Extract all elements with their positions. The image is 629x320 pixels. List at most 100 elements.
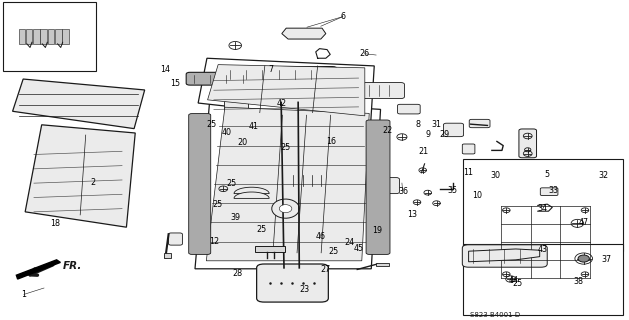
Polygon shape xyxy=(208,65,365,116)
Bar xyxy=(255,246,285,252)
FancyBboxPatch shape xyxy=(220,67,337,82)
Text: 25: 25 xyxy=(212,200,222,209)
Text: 11: 11 xyxy=(464,168,474,177)
Bar xyxy=(26,29,32,44)
Text: FR.: FR. xyxy=(63,260,82,271)
Ellipse shape xyxy=(578,255,589,262)
FancyBboxPatch shape xyxy=(225,96,248,111)
Polygon shape xyxy=(469,249,540,262)
Bar xyxy=(18,29,25,44)
Text: 6: 6 xyxy=(340,12,345,21)
FancyBboxPatch shape xyxy=(366,120,390,254)
Bar xyxy=(62,29,69,44)
Text: 30: 30 xyxy=(491,171,501,180)
Polygon shape xyxy=(195,99,381,269)
Polygon shape xyxy=(234,187,269,194)
Text: 43: 43 xyxy=(537,245,547,254)
Text: 1: 1 xyxy=(21,290,26,299)
Polygon shape xyxy=(234,192,269,198)
FancyBboxPatch shape xyxy=(398,104,420,114)
Text: 26: 26 xyxy=(360,49,370,58)
FancyBboxPatch shape xyxy=(339,74,355,84)
Text: 40: 40 xyxy=(221,128,231,137)
Text: 16: 16 xyxy=(326,137,336,146)
Text: 37: 37 xyxy=(601,255,611,264)
FancyBboxPatch shape xyxy=(309,80,328,92)
FancyBboxPatch shape xyxy=(169,233,182,245)
Text: 45: 45 xyxy=(353,244,364,253)
Text: 9: 9 xyxy=(426,130,431,139)
Bar xyxy=(3,2,96,71)
Text: 38: 38 xyxy=(574,277,584,286)
FancyBboxPatch shape xyxy=(376,178,399,194)
Text: 31: 31 xyxy=(431,120,442,129)
Text: 22: 22 xyxy=(382,126,392,135)
Bar xyxy=(55,29,62,44)
FancyBboxPatch shape xyxy=(462,144,475,154)
Text: 15: 15 xyxy=(170,79,180,88)
Polygon shape xyxy=(282,28,326,39)
Text: 8: 8 xyxy=(415,120,420,129)
Text: 25: 25 xyxy=(226,179,237,188)
Text: 47: 47 xyxy=(579,218,589,227)
Polygon shape xyxy=(13,79,145,129)
Text: 12: 12 xyxy=(209,237,219,246)
Text: 25: 25 xyxy=(329,247,339,256)
Text: 25: 25 xyxy=(206,120,216,129)
Polygon shape xyxy=(198,58,374,122)
Text: 5: 5 xyxy=(545,170,550,179)
Bar xyxy=(164,253,171,258)
Text: 27: 27 xyxy=(321,265,331,274)
Text: 36: 36 xyxy=(399,188,409,196)
FancyBboxPatch shape xyxy=(540,188,558,196)
Bar xyxy=(376,263,389,266)
Bar xyxy=(40,29,47,44)
Text: 2: 2 xyxy=(91,178,96,187)
Ellipse shape xyxy=(279,205,292,213)
FancyBboxPatch shape xyxy=(443,123,464,137)
Bar xyxy=(48,29,54,44)
Bar xyxy=(463,244,623,315)
FancyBboxPatch shape xyxy=(462,245,547,267)
Text: 39: 39 xyxy=(231,213,241,222)
Text: 24: 24 xyxy=(344,238,354,247)
Text: 25: 25 xyxy=(256,225,266,234)
Text: 18: 18 xyxy=(50,219,60,228)
Text: 21: 21 xyxy=(418,147,428,156)
Text: 32: 32 xyxy=(599,171,609,180)
Text: 10: 10 xyxy=(472,191,482,200)
FancyBboxPatch shape xyxy=(235,169,252,181)
FancyBboxPatch shape xyxy=(482,196,609,288)
FancyBboxPatch shape xyxy=(519,129,537,158)
Polygon shape xyxy=(25,125,135,227)
Text: 14: 14 xyxy=(160,65,170,74)
Bar xyxy=(33,29,40,44)
Text: 29: 29 xyxy=(439,130,449,139)
Text: 42: 42 xyxy=(277,99,287,108)
Text: 44: 44 xyxy=(508,276,518,285)
Text: 23: 23 xyxy=(299,285,309,294)
Text: 19: 19 xyxy=(372,226,382,235)
FancyBboxPatch shape xyxy=(362,83,404,99)
FancyBboxPatch shape xyxy=(186,72,266,85)
Polygon shape xyxy=(16,260,60,279)
Text: 41: 41 xyxy=(249,122,259,131)
Text: 28: 28 xyxy=(232,269,242,278)
FancyBboxPatch shape xyxy=(469,119,490,128)
Bar xyxy=(463,159,623,251)
Text: 46: 46 xyxy=(316,232,326,241)
Text: 33: 33 xyxy=(548,186,559,195)
Text: 35: 35 xyxy=(448,186,458,195)
Text: 13: 13 xyxy=(407,210,417,219)
Text: 20: 20 xyxy=(237,138,247,147)
FancyBboxPatch shape xyxy=(287,172,337,188)
Text: 7: 7 xyxy=(268,65,273,74)
Polygon shape xyxy=(272,199,299,218)
Text: S823-B4001 D: S823-B4001 D xyxy=(470,312,521,318)
Text: 25: 25 xyxy=(512,279,522,288)
FancyBboxPatch shape xyxy=(189,114,211,254)
Polygon shape xyxy=(206,107,369,261)
Text: 34: 34 xyxy=(537,204,547,213)
FancyBboxPatch shape xyxy=(257,264,328,302)
Text: 25: 25 xyxy=(281,143,291,152)
